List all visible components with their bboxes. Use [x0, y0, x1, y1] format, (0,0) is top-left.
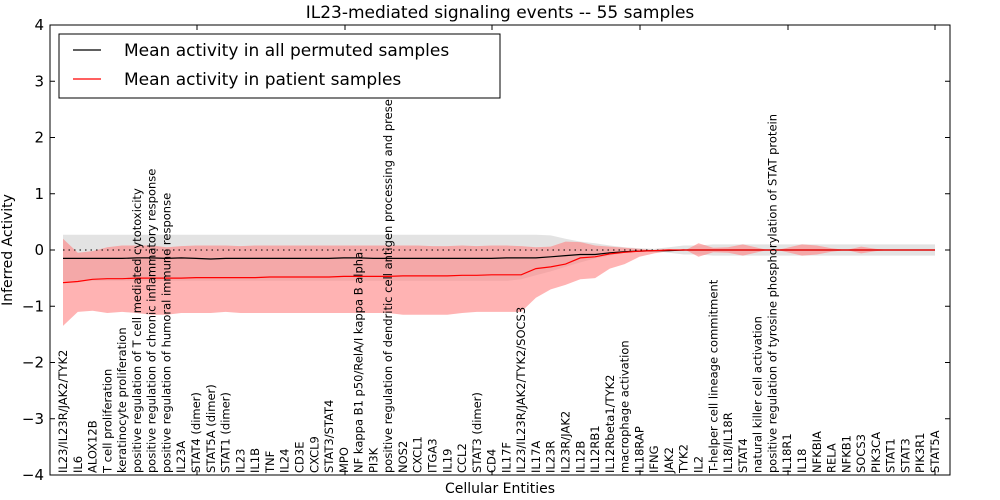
category-label: STAT5A (dimer): [204, 384, 218, 473]
series-line-patient: [62, 249, 935, 284]
y-axis-title: Inferred Activity: [0, 194, 16, 306]
legend-label-permuted: Mean activity in all permuted samples: [124, 41, 449, 61]
category-label: IL23R/JAK2: [559, 411, 573, 473]
category-label: IL12RB1: [588, 425, 602, 473]
category-label: RELA: [825, 443, 839, 473]
category-label: STAT4: [736, 438, 750, 473]
category-label: PIK3R1: [913, 433, 927, 474]
category-label: IL23A: [174, 441, 188, 473]
category-label: IL24: [278, 449, 292, 473]
category-label: STAT3: [898, 438, 912, 473]
category-label: IL23R: [544, 441, 558, 473]
category-label: CXCL9: [307, 436, 321, 473]
category-label: NF kappa B1 p50/RelA/I kappa B alpha: [352, 252, 366, 473]
y-tick-label: −3: [22, 410, 44, 428]
category-label: CD4: [485, 449, 499, 473]
category-label: IFNG: [647, 445, 661, 473]
category-label: PIK3CA: [869, 432, 883, 473]
category-label: TNF: [263, 451, 277, 474]
category-label: T cell proliferation: [100, 369, 114, 474]
category-label: IL12Rbeta1/TYK2: [603, 375, 617, 473]
category-label: CXCL1: [411, 436, 425, 473]
category-label: PI3K: [366, 447, 380, 473]
x-axis-ticks: [196, 25, 936, 475]
y-tick-label: −2: [22, 354, 44, 372]
category-label: STAT5A: [928, 430, 942, 473]
category-label: CD3E: [293, 442, 307, 473]
category-label: ALOX12B: [86, 420, 100, 473]
band-patient: [63, 238, 935, 326]
category-label: natural killer cell activation: [751, 316, 765, 473]
category-label: IL23/IL23R/JAK2/TYK2: [56, 350, 70, 473]
x-axis-title: Cellular Entities: [445, 481, 555, 497]
category-label: IL17A: [529, 441, 543, 473]
category-label: JAK2: [662, 447, 676, 474]
lines: [62, 249, 935, 284]
chart-title: IL23-mediated signaling events -- 55 sam…: [306, 3, 695, 23]
category-label: TYK2: [677, 444, 691, 474]
category-label: NOS2: [396, 441, 410, 473]
category-label: SOCS3: [854, 434, 868, 473]
category-label: IL12B: [573, 441, 587, 473]
category-label: STAT3/STAT4: [322, 400, 336, 473]
category-label: positive regulation of T cell mediated c…: [130, 188, 144, 473]
category-label: IL18R1: [780, 433, 794, 473]
category-label: IL18/IL18R: [721, 412, 735, 473]
category-label: IL18RAP: [632, 426, 646, 473]
category-label: macrophage activation: [618, 340, 632, 473]
category-label: CCL2: [455, 443, 469, 473]
category-label: IL6: [71, 456, 85, 473]
category-label: IL23/IL23R/JAK2/TYK2/SOCS3: [514, 307, 528, 473]
category-label: IL19: [440, 449, 454, 473]
legend-box: [58, 33, 501, 99]
y-tick-label: 0: [34, 241, 44, 259]
plot-area: [62, 234, 935, 326]
y-tick-label: 2: [34, 129, 44, 147]
category-label: IL23: [233, 449, 247, 473]
category-label: T-helper cell lineage commitment: [706, 279, 720, 474]
category-label: IL18: [795, 449, 809, 473]
y-tick-label: −1: [22, 297, 44, 315]
category-label: NFKB1: [839, 435, 853, 473]
category-label: positive regulation of tyrosine phosphor…: [765, 114, 779, 473]
category-label: keratinocyte proliferation: [115, 327, 129, 473]
category-label: NFKBIA: [810, 431, 824, 473]
y-tick-label: 1: [34, 185, 44, 203]
category-label: MPO: [337, 447, 351, 473]
category-label: positive regulation of dendritic cell an…: [381, 58, 395, 473]
legend: Mean activity in all permuted samples Me…: [58, 33, 501, 99]
category-label: STAT4 (dimer): [189, 392, 203, 473]
category-label: IL2: [692, 456, 706, 473]
legend-label-patient: Mean activity in patient samples: [124, 70, 401, 90]
category-label: positive regulation of chronic inflammat…: [145, 169, 159, 473]
category-label: IL17F: [499, 442, 513, 473]
category-labels: IL23/IL23R/JAK2/TYK2 IL6 ALOX12B T cell pro…: [56, 58, 942, 474]
category-label: positive regulation of humoral immune re…: [160, 193, 174, 473]
y-tick-label: −4: [22, 466, 44, 484]
y-axis: 4 3 2 1 0 −1 −2 −3 −4: [22, 16, 950, 484]
category-label: STAT1 (dimer): [219, 392, 233, 473]
category-label: IL1B: [248, 448, 262, 473]
category-label: STAT1: [884, 438, 898, 473]
y-tick-label: 3: [34, 72, 44, 90]
category-label: STAT3 (dimer): [470, 392, 484, 473]
category-label: ITGA3: [426, 438, 440, 473]
y-tick-label: 4: [34, 16, 44, 34]
